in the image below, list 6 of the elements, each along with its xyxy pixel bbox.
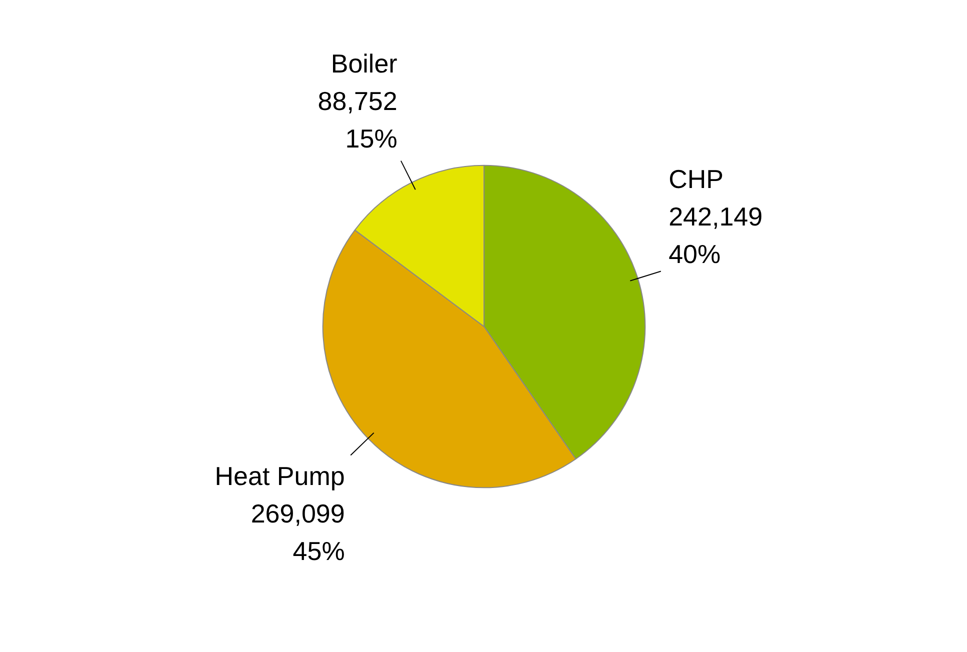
slice-label: Boiler	[330, 48, 398, 79]
slice-label: Heat Pump	[214, 460, 345, 491]
slice-label: CHP	[668, 164, 724, 194]
data-label: 269,099 45%	[250, 498, 345, 566]
data-label: 242,149 40%	[668, 201, 763, 269]
data-label: 88,752 15%	[318, 86, 398, 154]
